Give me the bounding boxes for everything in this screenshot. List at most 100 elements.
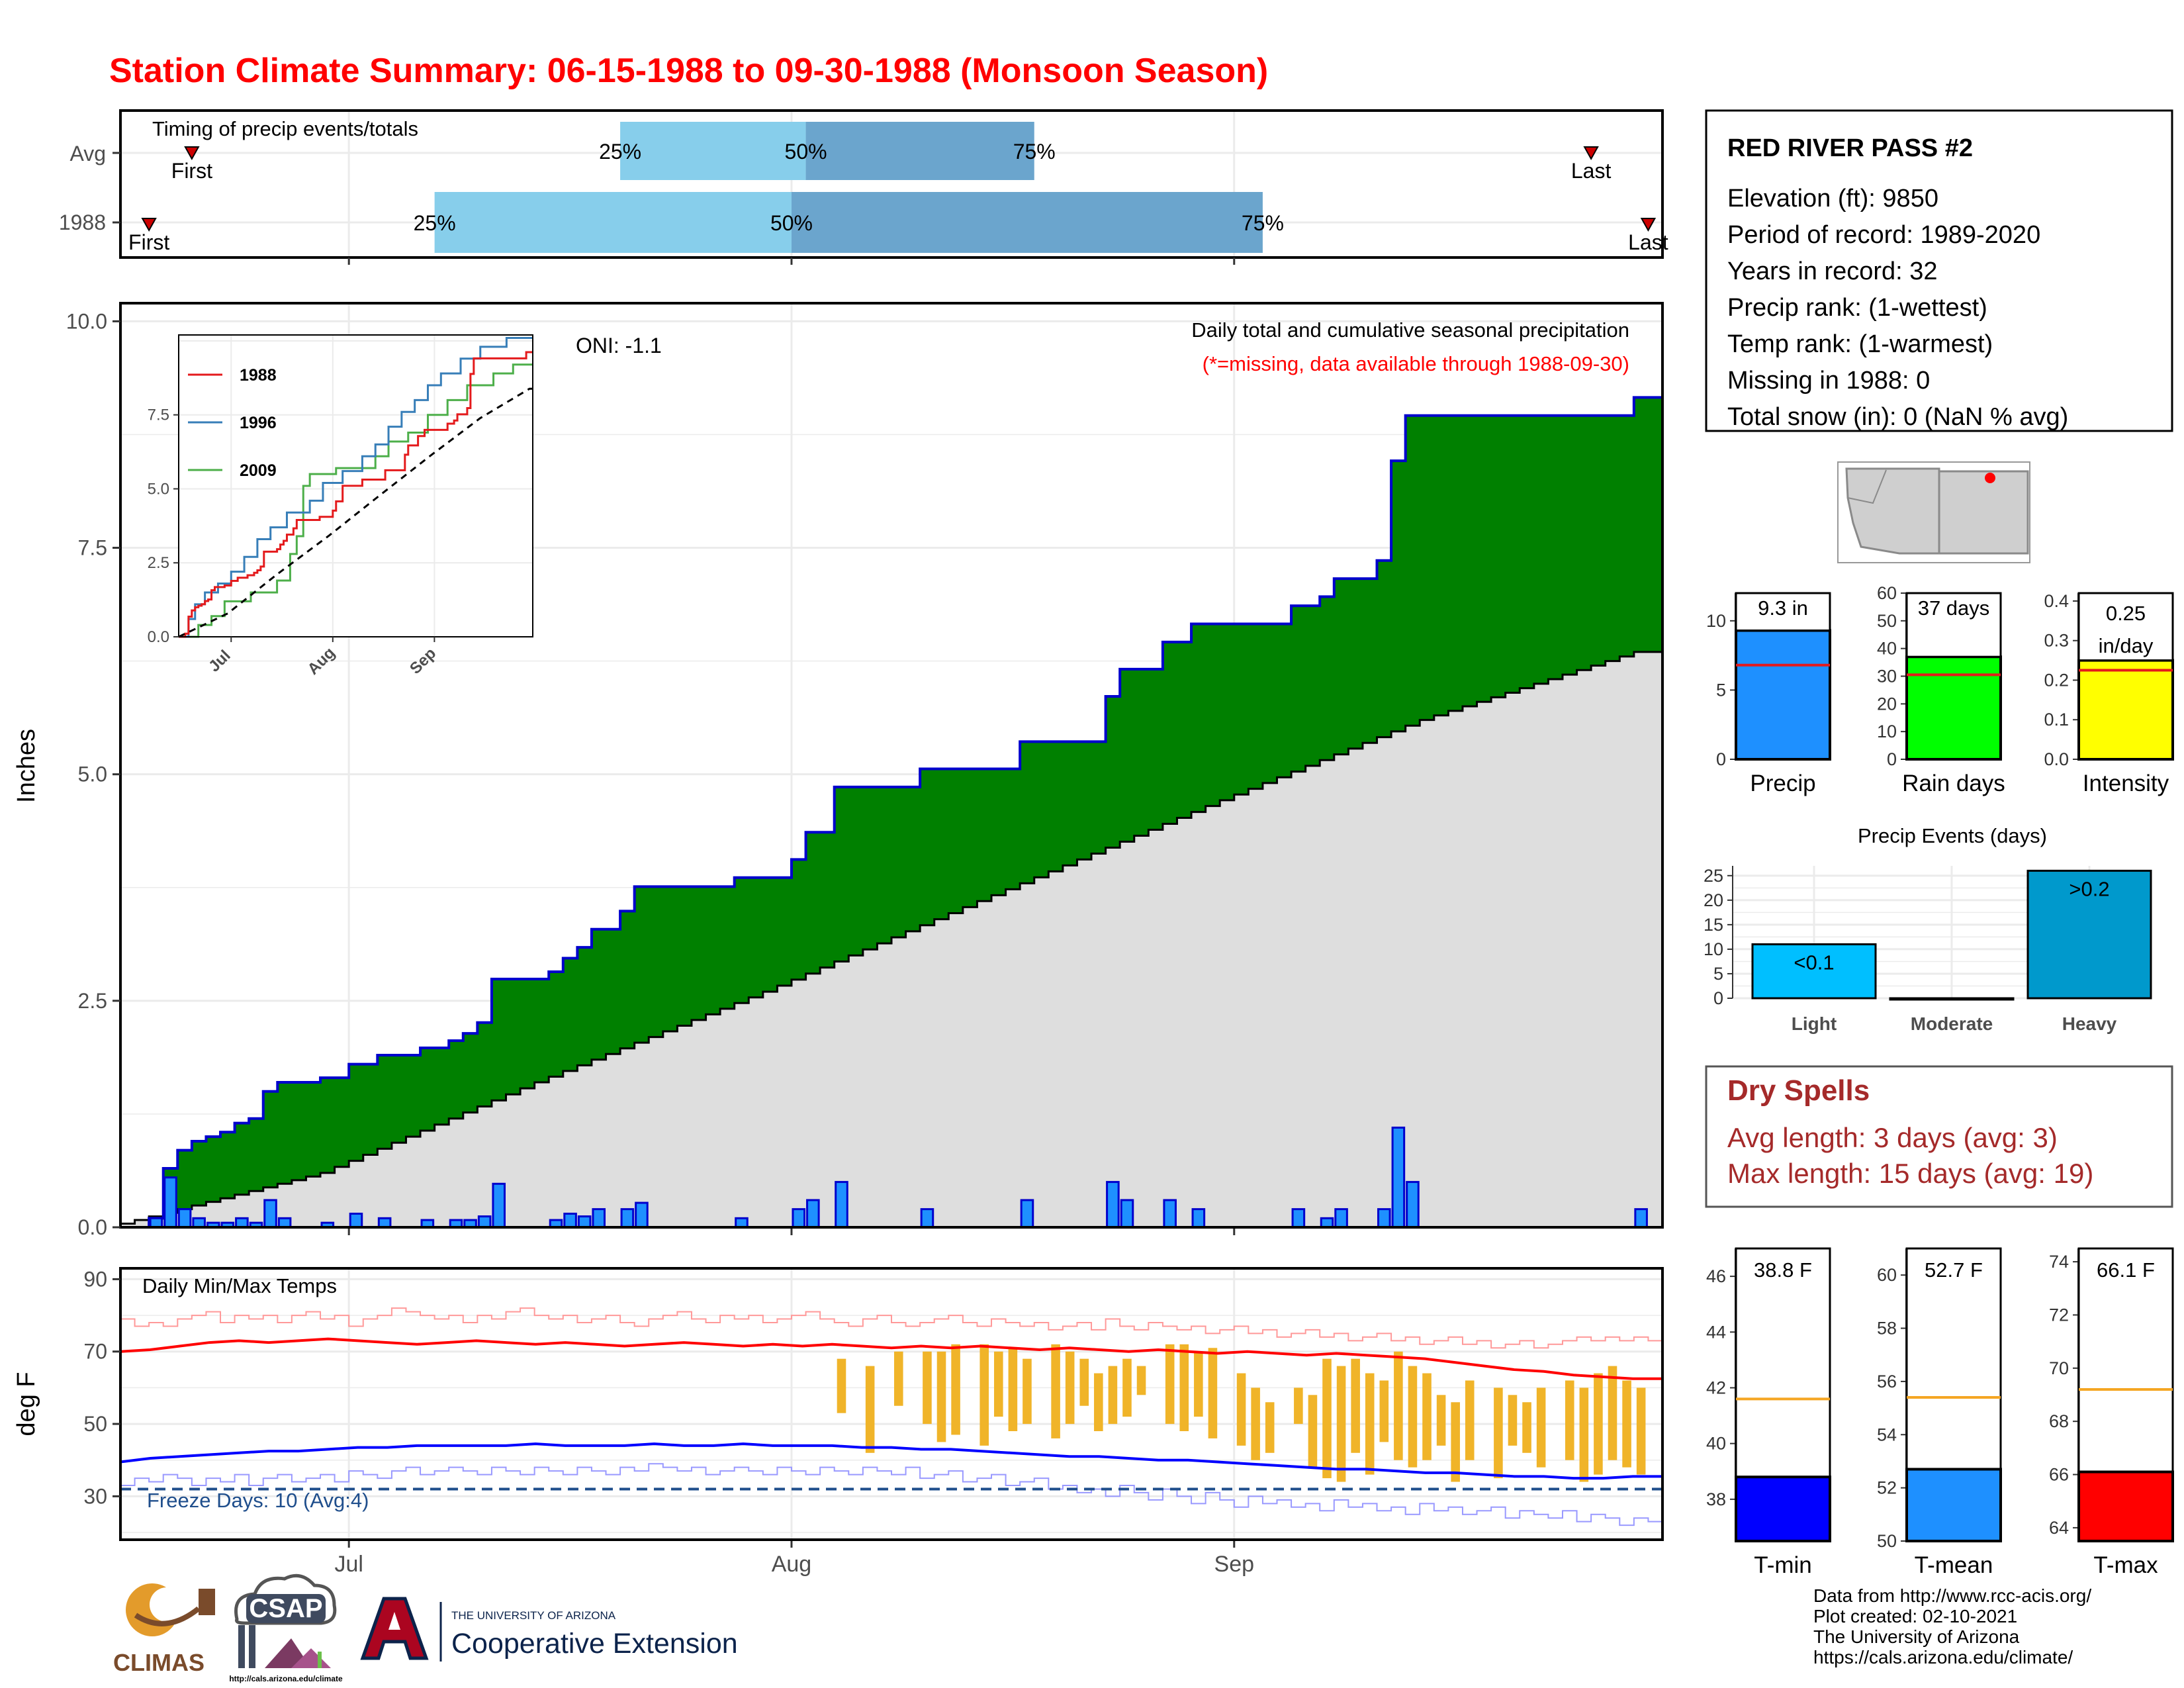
inset-y-tick-label: 0.0	[148, 628, 169, 646]
temp-summary-tick-label: 56	[1877, 1372, 1897, 1391]
daily-temp-range-bar	[1436, 1395, 1446, 1446]
daily-temp-range-bar	[837, 1358, 846, 1413]
daily-temp-range-bar	[1023, 1358, 1032, 1425]
station-detail-line: Years in record: 32	[1727, 258, 1938, 285]
summary-tick-label: 10	[1877, 722, 1897, 741]
daily-precip-bar	[620, 1208, 635, 1229]
first-event-label: First	[171, 159, 212, 183]
footer-line-2: Plot created: 02-10-2021	[1813, 1606, 2017, 1626]
csap-logo: CSAP http://cals.arizona.edu/climate	[229, 1573, 343, 1683]
daily-temp-range-bar	[1265, 1402, 1275, 1453]
timing-bars: 25% 50% 75% First Last 25% 50% 75% First Last	[128, 122, 1668, 254]
average-max-temp-line	[120, 1337, 1662, 1380]
summary-tick-label: 10	[1706, 611, 1726, 631]
daily-temp-range-bar	[1136, 1366, 1146, 1395]
events-bar-0	[1751, 943, 1877, 1000]
summary-value-label: 9.3 in	[1758, 596, 1808, 620]
daily-temp-range-bar	[923, 1351, 932, 1425]
daily-temp-range-bar	[1565, 1380, 1574, 1460]
summary-bar-0	[1735, 629, 1831, 761]
events-bar-2	[2026, 869, 2152, 1000]
footer-line-3: The University of Arizona	[1813, 1626, 2020, 1647]
temp-summary-tick-label: 72	[2049, 1305, 2069, 1325]
temp-summary-bar-label: T-mean	[1915, 1552, 1993, 1578]
temp-y-tick-label: 50	[83, 1412, 107, 1436]
temp-summary-tick-label: 64	[2049, 1518, 2069, 1538]
month-label: Sep	[1214, 1552, 1255, 1577]
daily-precip-bar	[835, 1181, 848, 1229]
footer-line-1: Data from http://www.rcc-acis.org/	[1813, 1585, 2091, 1606]
daily-precip-bar	[263, 1199, 277, 1229]
summary-tick-label: 0	[1887, 749, 1897, 769]
daily-temp-range-bar	[1251, 1387, 1260, 1460]
daily-temp-range-bar	[1179, 1344, 1189, 1431]
inset-series	[178, 336, 533, 638]
summary-bar-2	[2077, 659, 2174, 761]
daily-precip-bar	[1191, 1208, 1206, 1229]
daily-temp-range-bar	[1065, 1351, 1075, 1425]
events-category-label: Light	[1792, 1013, 1837, 1034]
timing-quantile-label: 75%	[1013, 140, 1056, 164]
temp-summary-bar-label: T-max	[2093, 1552, 2158, 1578]
month-label: Aug	[772, 1552, 812, 1577]
events-category-label: Moderate	[1911, 1013, 1993, 1034]
daily-temp-range-bar	[1579, 1387, 1589, 1482]
timing-quantile-label: 50%	[770, 211, 813, 235]
inset-average-line	[178, 387, 533, 638]
events-y-tick-label: 0	[1713, 988, 1723, 1008]
station-location-marker	[1985, 473, 1995, 483]
summary-tick-label: 5	[1716, 680, 1726, 700]
location-map	[1837, 461, 2030, 563]
summary-value-label: 0.25	[2106, 602, 2146, 625]
temp-summary-tick-label: 60	[1877, 1265, 1897, 1285]
events-category-label: Heavy	[2062, 1013, 2117, 1034]
events-bar-label: >0.2	[2069, 877, 2109, 900]
events-y-tick-label: 15	[1704, 915, 1723, 935]
record-max-line	[120, 1307, 1662, 1349]
last-event-marker	[1640, 218, 1657, 232]
daily-precip-bar	[1391, 1126, 1406, 1229]
daily-precip-bar	[163, 1176, 177, 1229]
summary-label-box	[1735, 592, 1831, 632]
daily-temp-range-bar	[1308, 1395, 1318, 1468]
inset-y-tick-label: 2.5	[148, 554, 169, 572]
daily-temp-range-bar	[1122, 1358, 1132, 1417]
summary-label-box	[1905, 592, 2002, 658]
timing-title: Timing of precip events/totals	[152, 117, 418, 140]
precip-events-plot: 0 5 10 15 20 25 <0.1 Light Moderate >0.2 Heavy	[1704, 866, 2152, 1034]
freeze-days-label: Freeze Days: 10 (Avg:4)	[147, 1489, 369, 1512]
temp-summary-tick-label: 40	[1706, 1434, 1726, 1454]
station-detail-line: Precip rank: (1-wettest)	[1727, 294, 1987, 322]
summary-bar-1	[1905, 655, 2002, 761]
daily-temp-range-bar	[1322, 1358, 1332, 1479]
precip-plot-area	[119, 396, 1663, 1229]
daily-temp-range-bar	[1379, 1380, 1389, 1442]
events-bar-label: <0.1	[1794, 951, 1834, 974]
daily-temp-range-bar	[1636, 1387, 1646, 1475]
daily-temp-range-bar	[1336, 1366, 1346, 1482]
daily-precip-bar	[1406, 1181, 1420, 1229]
summary-tick-label: 60	[1877, 583, 1897, 603]
inset-y-tick-label: 5.0	[148, 480, 169, 498]
ua-small-text: THE UNIVERSITY OF ARIZONA	[451, 1609, 616, 1622]
timing-bar-50-75	[805, 122, 1034, 180]
events-y-tick-label: 5	[1713, 964, 1723, 984]
daily-temp-range-bar	[894, 1351, 903, 1406]
university-of-arizona-logo: THE UNIVERSITY OF ARIZONA Cooperative Ex…	[360, 1597, 738, 1662]
dry-spells-avg: Avg length: 3 days (avg: 3)	[1727, 1122, 2058, 1153]
first-event-marker	[141, 218, 157, 232]
average-cumulative-line	[119, 651, 1662, 1227]
temp-summary-tick-label: 44	[1706, 1322, 1726, 1342]
daily-temp-range-bar	[1608, 1366, 1617, 1460]
dry-spells-max: Max length: 15 days (avg: 19)	[1727, 1158, 2093, 1189]
average-min-temp-line	[120, 1442, 1662, 1480]
first-event-label: First	[128, 230, 169, 254]
temp-y-axis-label: deg F	[13, 1372, 40, 1436]
daily-precip-bar	[177, 1208, 192, 1229]
temp-summary-tick-label: 74	[2049, 1252, 2069, 1272]
temp-summary-bar-label: T-min	[1754, 1552, 1812, 1578]
daily-temp-range-bar	[1622, 1380, 1631, 1468]
daily-precip-bar	[192, 1217, 206, 1229]
daily-temp-range-bar	[1108, 1366, 1118, 1425]
daily-temp-range-bar	[1536, 1387, 1546, 1468]
